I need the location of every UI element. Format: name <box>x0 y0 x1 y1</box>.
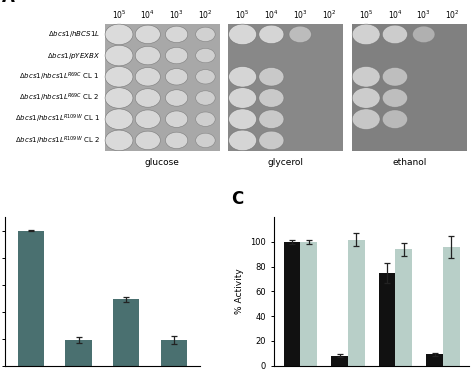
Text: $10^5$: $10^5$ <box>359 8 374 21</box>
Ellipse shape <box>196 91 215 105</box>
Ellipse shape <box>228 130 256 151</box>
Bar <box>18 231 44 366</box>
Ellipse shape <box>165 111 188 128</box>
Ellipse shape <box>352 24 380 45</box>
Ellipse shape <box>259 131 284 150</box>
Ellipse shape <box>135 110 160 128</box>
Ellipse shape <box>259 68 284 86</box>
Ellipse shape <box>135 131 160 150</box>
Text: $10^2$: $10^2$ <box>322 8 337 21</box>
Text: $10^2$: $10^2$ <box>445 8 460 21</box>
Text: $10^2$: $10^2$ <box>198 8 213 21</box>
Ellipse shape <box>259 89 284 107</box>
Ellipse shape <box>352 88 380 108</box>
Text: $10^5$: $10^5$ <box>112 8 127 21</box>
Bar <box>395 250 412 366</box>
Text: glucose: glucose <box>145 157 180 166</box>
Ellipse shape <box>135 89 160 107</box>
Ellipse shape <box>228 88 256 108</box>
Ellipse shape <box>165 47 188 64</box>
Ellipse shape <box>196 133 215 148</box>
Ellipse shape <box>383 68 408 86</box>
Bar <box>113 300 139 366</box>
Text: $10^4$: $10^4$ <box>388 8 402 21</box>
Bar <box>331 355 348 366</box>
Ellipse shape <box>259 25 284 44</box>
Text: C: C <box>231 190 243 209</box>
Ellipse shape <box>165 132 188 148</box>
Text: $10^3$: $10^3$ <box>416 8 431 21</box>
Bar <box>352 24 467 151</box>
Text: ethanol: ethanol <box>392 157 427 166</box>
Ellipse shape <box>383 89 408 107</box>
Ellipse shape <box>228 66 256 87</box>
Ellipse shape <box>105 88 133 108</box>
Ellipse shape <box>135 46 160 65</box>
Ellipse shape <box>135 25 160 44</box>
Ellipse shape <box>165 69 188 85</box>
Text: $\Delta$$\it{bcs1}$/$\it{hbcs1L}$$^{R109W}$ CL 2: $\Delta$$\it{bcs1}$/$\it{hbcs1L}$$^{R109… <box>15 134 100 147</box>
Ellipse shape <box>196 112 215 126</box>
Ellipse shape <box>165 90 188 106</box>
Ellipse shape <box>196 48 215 63</box>
Ellipse shape <box>289 26 311 43</box>
Text: $10^3$: $10^3$ <box>293 8 308 21</box>
Text: $10^5$: $10^5$ <box>235 8 250 21</box>
Ellipse shape <box>412 26 435 43</box>
Bar <box>443 247 460 366</box>
Ellipse shape <box>352 109 380 129</box>
Bar <box>283 242 300 366</box>
Ellipse shape <box>383 25 408 44</box>
Text: $10^3$: $10^3$ <box>169 8 184 21</box>
Ellipse shape <box>165 26 188 43</box>
Ellipse shape <box>383 110 408 128</box>
Ellipse shape <box>105 130 133 151</box>
Bar <box>300 242 317 366</box>
Bar <box>105 24 220 151</box>
Text: $10^4$: $10^4$ <box>140 8 155 21</box>
Bar <box>161 340 187 366</box>
Ellipse shape <box>105 45 133 66</box>
Text: $\Delta$$\it{bcs1}$/$\it{hbcs1L}$$^{R69C}$ CL 1: $\Delta$$\it{bcs1}$/$\it{hbcs1L}$$^{R69C… <box>19 70 100 83</box>
Text: $\Delta$$\it{bcs1}$/$\it{hbcs1L}$$^{R109W}$ CL 1: $\Delta$$\it{bcs1}$/$\it{hbcs1L}$$^{R109… <box>15 113 100 125</box>
Bar <box>348 239 365 366</box>
Ellipse shape <box>105 24 133 45</box>
Ellipse shape <box>135 68 160 86</box>
Text: $\Delta$$\it{bcs1}$/$\it{hbcs1L}$$^{R69C}$ CL 2: $\Delta$$\it{bcs1}$/$\it{hbcs1L}$$^{R69C… <box>19 92 100 104</box>
Y-axis label: % Activity: % Activity <box>236 269 245 314</box>
Ellipse shape <box>196 70 215 84</box>
Ellipse shape <box>196 27 215 41</box>
Ellipse shape <box>228 109 256 129</box>
Text: glycerol: glycerol <box>268 157 304 166</box>
Text: $\Delta$$\it{bcs1}$/$\it{pYEXBX}$: $\Delta$$\it{bcs1}$/$\it{pYEXBX}$ <box>47 51 100 60</box>
Bar <box>65 340 91 366</box>
Ellipse shape <box>259 110 284 128</box>
Text: $10^4$: $10^4$ <box>264 8 279 21</box>
Ellipse shape <box>105 109 133 129</box>
Bar <box>379 273 395 366</box>
Ellipse shape <box>228 24 256 45</box>
Text: $\Delta$$\it{bcs1}$/$\it{hBCS1L}$: $\Delta$$\it{bcs1}$/$\it{hBCS1L}$ <box>48 29 100 40</box>
Bar <box>228 24 343 151</box>
Ellipse shape <box>105 66 133 87</box>
Text: A: A <box>2 0 15 6</box>
Bar <box>427 354 443 366</box>
Ellipse shape <box>352 66 380 87</box>
